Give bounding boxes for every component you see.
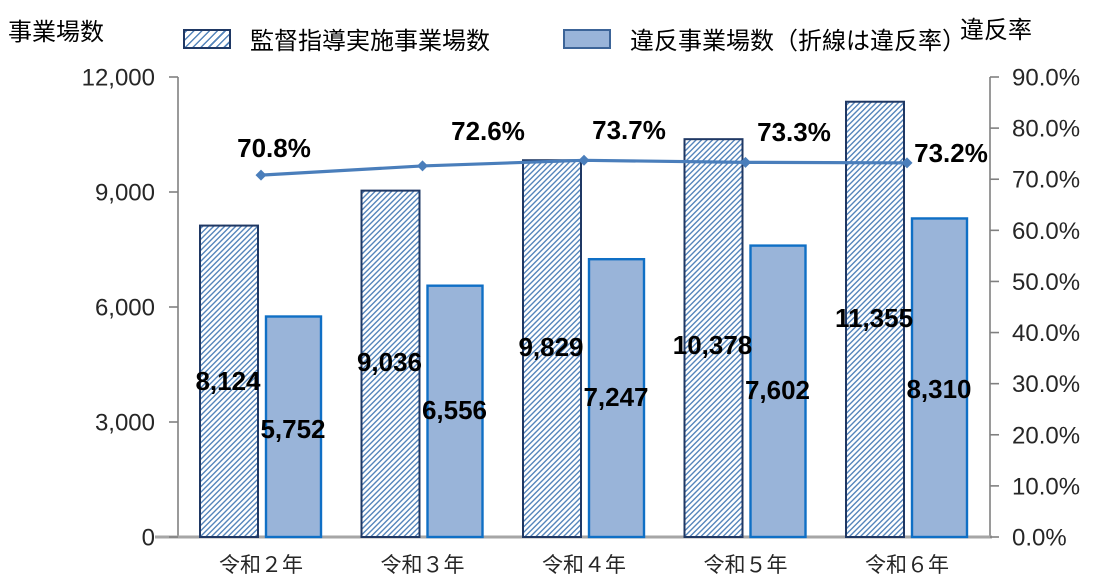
left-axis-tick-label: 9,000 [95,180,155,207]
right-axis-title: 違反率 [960,17,1032,44]
rate-label-4: 73.2% [914,138,988,168]
bar-violation-1 [426,284,484,539]
bar-label-supervised-0: 8,124 [195,366,261,396]
rate-label-0: 70.8% [237,133,311,163]
bar-label-supervised-3: 10,378 [673,330,753,360]
right-axis-tick-label: 0.0% [1012,525,1067,552]
right-axis-tick-label: 10.0% [1012,473,1080,500]
rate-label-1: 72.6% [451,116,525,146]
right-axis-tick-label: 80.0% [1012,116,1080,143]
bar-violation-2 [587,257,646,539]
bar-supervised-0 [199,224,259,539]
left-axis-tick-label: 6,000 [95,295,155,322]
left-axis-title: 事業場数 [8,19,104,46]
bar-label-violation-4: 8,310 [906,374,971,404]
bar-label-supervised-1: 9,036 [357,347,422,377]
line-marker-0 [255,169,267,181]
line-marker-2 [578,154,590,166]
bar-supervised-1 [360,189,421,538]
rate-label-3: 73.3% [757,117,831,147]
line-marker-3 [740,156,751,168]
bar-label-violation-3: 7,602 [745,375,810,405]
bar-label-supervised-4: 11,355 [835,303,913,333]
right-axis-tick-label: 20.0% [1012,422,1080,449]
right-axis-tick-label: 50.0% [1012,269,1080,296]
right-axis-tick-label: 70.0% [1012,167,1080,194]
category-label: 令和２年 [219,554,303,577]
left-axis-tick-label: 12,000 [82,65,155,92]
right-axis-tick-label: 40.0% [1012,320,1080,347]
category-label: 令和５年 [704,554,788,577]
bar-supervised-2 [522,159,582,538]
category-label: 令和６年 [865,554,949,577]
category-label: 令和３年 [381,554,465,577]
bar-label-violation-2: 7,247 [583,382,648,412]
bar-violation-3 [749,244,807,539]
bar-supervised-3 [683,138,744,538]
line-marker-4 [901,157,913,169]
right-axis-tick-label: 30.0% [1012,371,1080,398]
category-label: 令和４年 [542,554,626,577]
right-axis-tick-label: 60.0% [1012,218,1080,245]
rate-label-2: 73.7% [592,115,666,145]
bar-violation-4 [910,217,969,539]
left-axis-tick-label: 0 [142,525,155,552]
bar-supervised-4 [845,100,905,538]
right-axis-tick-label: 90.0% [1012,65,1080,92]
bar-label-violation-1: 6,556 [422,395,487,425]
left-axis-tick-label: 3,000 [95,410,155,437]
line-marker-1 [417,160,428,172]
bar-label-violation-0: 5,752 [260,414,325,444]
bar-violation-0 [264,315,323,539]
bar-label-supervised-2: 9,829 [518,332,583,362]
